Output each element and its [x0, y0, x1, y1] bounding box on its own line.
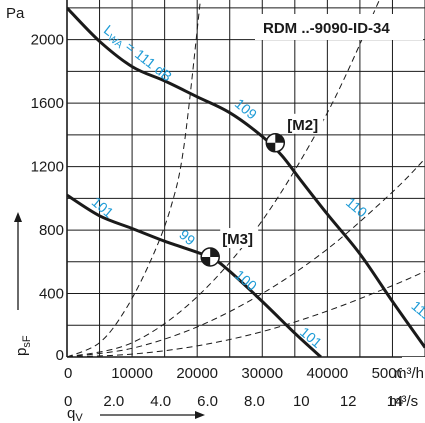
- x-unit-secondary: m³/s: [389, 393, 418, 410]
- efficiency-label: 101: [89, 194, 117, 221]
- x2-tick-label: 8.0: [244, 393, 265, 410]
- operating-point-label-bg: [285, 113, 324, 134]
- system-curve: [67, 270, 425, 357]
- x2-tick-label: 10: [293, 393, 310, 410]
- operating-point-marker: [265, 133, 286, 153]
- y-axis-arrowhead: [14, 212, 22, 222]
- y-tick-label: 2000: [31, 32, 64, 49]
- system-curves: [67, 0, 425, 357]
- x-tick-label: 40000: [307, 365, 349, 382]
- operating-point-label-bg: [220, 228, 259, 249]
- grid-lines: [66, 0, 425, 358]
- y-tick-label: 1600: [31, 95, 64, 112]
- x-tick-label: 0: [64, 365, 72, 382]
- sound-level-label: LWA = 111 dB: [99, 21, 175, 86]
- operating-points: [M2] [M3]: [200, 113, 324, 267]
- operating-point-label: [M2]: [287, 117, 318, 134]
- x2-tick-labels: 0 2.0 4.0 6.0 8.0 10 12 14: [64, 393, 403, 410]
- y-tick-label: 1200: [31, 159, 64, 176]
- y-tick-label: 400: [39, 286, 64, 303]
- title-background: [255, 14, 423, 40]
- x-unit-background: [402, 357, 425, 387]
- x2-tick-label: 0: [64, 393, 72, 410]
- efficiency-label: 111: [408, 297, 425, 323]
- efficiency-label: 100: [232, 267, 260, 294]
- chart-title: RDM ..-9090-ID-34: [263, 20, 390, 37]
- x2-tick-label: 6.0: [197, 393, 218, 410]
- x2-tick-label: 2.0: [103, 393, 124, 410]
- efficiency-label: 101: [297, 324, 325, 351]
- x-tick-label: 10000: [111, 365, 153, 382]
- x-tick-label: 20000: [176, 365, 218, 382]
- y-unit-label: Pa: [6, 5, 25, 22]
- y-tick-label: 0: [56, 347, 64, 364]
- fan-curve-m2: [67, 6, 425, 349]
- x2-tick-label: 12: [340, 393, 357, 410]
- x2-tick-label: 4.0: [150, 393, 171, 410]
- system-curve: [67, 158, 425, 357]
- x-axis-arrowhead: [195, 411, 205, 419]
- y-axis-label: psF: [13, 335, 33, 356]
- operating-point-marker: [200, 247, 220, 267]
- y-tick-label: 800: [39, 222, 64, 239]
- x2-tick-label: 14: [387, 393, 404, 410]
- fan-curves: [67, 6, 425, 357]
- operating-point-label: [M3]: [222, 231, 253, 248]
- x-tick-labels: 0 10000 20000 30000 40000 50000: [64, 365, 413, 382]
- x-tick-label: 30000: [241, 365, 283, 382]
- system-curve: [67, 0, 201, 357]
- y-tick-labels: 400 800 1200 1600 2000 0: [31, 32, 64, 364]
- x-axis-label: qV: [67, 405, 83, 423]
- x-unit-primary: m³/h: [394, 365, 424, 382]
